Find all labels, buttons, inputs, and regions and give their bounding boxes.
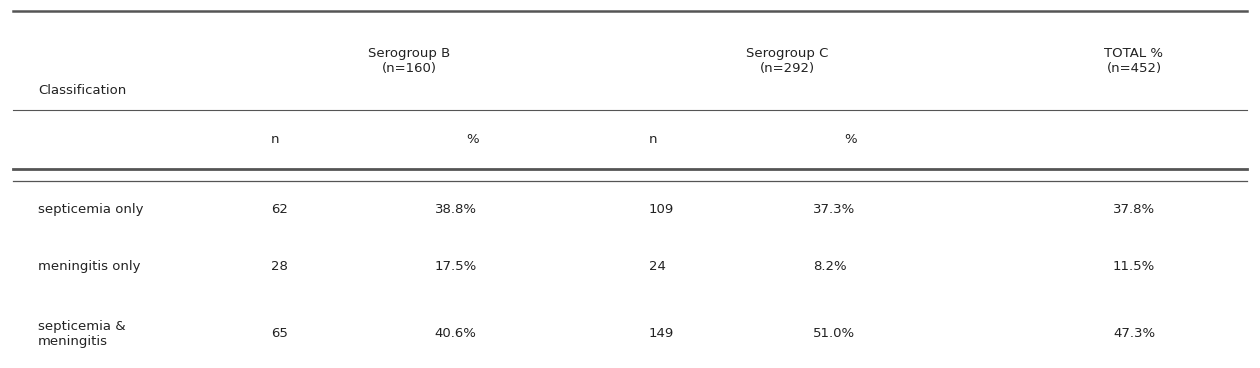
Text: 149: 149: [649, 327, 674, 340]
Text: meningitis only: meningitis only: [38, 260, 140, 273]
Text: 109: 109: [649, 203, 674, 216]
Text: 47.3%: 47.3%: [1113, 327, 1155, 340]
Text: 11.5%: 11.5%: [1113, 260, 1155, 273]
Text: 37.8%: 37.8%: [1113, 203, 1155, 216]
Text: 40.6%: 40.6%: [435, 327, 476, 340]
Text: n: n: [649, 133, 658, 146]
Text: %: %: [844, 133, 857, 146]
Text: 51.0%: 51.0%: [813, 327, 854, 340]
Text: septicemia &
meningitis: septicemia & meningitis: [38, 320, 126, 348]
Text: 28: 28: [271, 260, 287, 273]
Text: Serogroup B
(n=160): Serogroup B (n=160): [368, 47, 451, 75]
Text: 24: 24: [649, 260, 665, 273]
Text: 65: 65: [271, 327, 287, 340]
Text: 37.3%: 37.3%: [813, 203, 856, 216]
Text: septicemia only: septicemia only: [38, 203, 144, 216]
Text: 62: 62: [271, 203, 287, 216]
Text: TOTAL %
(n=452): TOTAL % (n=452): [1105, 47, 1163, 75]
Text: 38.8%: 38.8%: [435, 203, 476, 216]
Text: %: %: [466, 133, 479, 146]
Text: 8.2%: 8.2%: [813, 260, 847, 273]
Text: n: n: [271, 133, 280, 146]
Text: 17.5%: 17.5%: [435, 260, 478, 273]
Text: Classification: Classification: [38, 84, 126, 97]
Text: Serogroup C
(n=292): Serogroup C (n=292): [746, 47, 829, 75]
